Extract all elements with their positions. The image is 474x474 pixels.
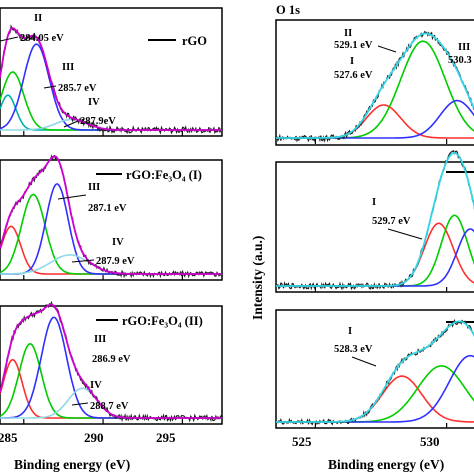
x-tick-label: 285: [0, 430, 18, 445]
peak-value-i: 529.7 eV: [372, 216, 411, 227]
panel-left-bottom: rGO:Fe₃O₄ (II) III 286.9 eV IV 288.7 eV …: [0, 300, 223, 472]
pointer-line: [377, 45, 397, 53]
peak-label-iv: IV: [88, 97, 100, 108]
x-tick-label: 295: [156, 430, 176, 445]
peak-label-iv: IV: [112, 237, 124, 248]
fitted-envelope-curve: [276, 152, 474, 287]
peak-value-iii: 285.7 eV: [58, 83, 97, 94]
panel-frame: [275, 309, 474, 429]
pointer-line: [57, 194, 87, 200]
panel-right-top: O 1s II 529.1 eV I 527.6 eV III 530.3: [275, 3, 474, 146]
fitted-envelope-curve: [276, 32, 474, 139]
peak-label-iii: III: [88, 182, 100, 193]
panel-frame: [275, 161, 474, 293]
peak-label-iv: IV: [90, 380, 102, 391]
component-curve-iii: [276, 228, 474, 287]
fitted-envelope-curve: [0, 303, 222, 419]
peak-label-iii: III: [62, 62, 74, 73]
curve-layer: [0, 300, 223, 424]
fitted-envelope-curve: [276, 320, 474, 423]
curve-layer: [275, 150, 474, 292]
peak-value-i: 527.6 eV: [334, 70, 373, 81]
x-tick-label: 525: [292, 434, 312, 449]
pointer-line: [71, 259, 95, 263]
panel-left-middle: rGO:Fe₃O₄ (I) III 287.1 eV IV 287.9 eV: [0, 154, 223, 281]
component-curve-iii: [276, 99, 474, 139]
fitted-envelope-curve: [0, 27, 222, 131]
x-tick-label: 530: [420, 434, 440, 449]
measured-data-curve: [275, 318, 474, 426]
x-axis-label: Binding energy (eV): [328, 457, 444, 472]
peak-label-ii: II: [34, 13, 42, 24]
panel-frame: [0, 159, 223, 281]
peak-value-i: 528.3 eV: [334, 344, 373, 355]
pointer-line: [0, 36, 19, 42]
panel-left-top: rGO II 284.05 eV III 285.7 eV IV 287.9eV: [0, 7, 223, 137]
component-curve-ii: [276, 365, 474, 423]
component-curve-ii: [276, 40, 474, 139]
panel-frame: [0, 7, 223, 137]
panel-right-middle: I 529.7 eV: [275, 150, 474, 293]
peak-value-ii: 284.05 eV: [20, 33, 64, 44]
pointer-line: [63, 120, 79, 128]
peak-value-iv: 287.9 eV: [96, 256, 135, 267]
panel-right-bottom: I 528.3 eV 525 530 Binding energy (eV): [275, 309, 474, 472]
peak-label-i: I: [350, 56, 354, 67]
panel-frame: [275, 19, 474, 146]
panel-title: O 1s: [276, 3, 300, 17]
legend-label: rGO:Fe₃O₄ (II): [122, 314, 203, 328]
peak-label-ii: II: [344, 28, 352, 39]
panel-frame: [0, 305, 223, 425]
fitted-envelope-curve: [0, 155, 222, 275]
pointer-line: [387, 228, 423, 240]
peak-value-iii: 287.1 eV: [88, 203, 127, 214]
component-curve-i: [276, 375, 474, 423]
peak-value-iv: 288.7 eV: [90, 401, 129, 412]
pointer-line: [71, 402, 89, 406]
peak-label-i: I: [348, 326, 352, 337]
peak-label-iii: III: [94, 334, 106, 345]
peak-value-iii: 530.3: [448, 55, 472, 66]
curve-layer: [275, 318, 474, 428]
legend-label: rGO: [182, 34, 207, 48]
y-axis-label: Intensity (a.u.): [250, 236, 265, 320]
pointer-line: [351, 356, 377, 367]
peak-value-ii: 529.1 eV: [334, 40, 373, 51]
peak-value-iv: 287.9eV: [80, 116, 116, 127]
peak-label-i: I: [372, 197, 376, 208]
curve-layer: [0, 24, 223, 136]
pointer-line: [43, 85, 57, 89]
peak-label-iii: III: [458, 42, 470, 53]
curve-layer: [0, 154, 223, 280]
x-tick-label: 290: [84, 430, 104, 445]
peak-value-iii: 286.9 eV: [92, 354, 131, 365]
legend-label: rGO:Fe₃O₄ (I): [126, 168, 202, 182]
curve-layer: [275, 30, 474, 144]
x-axis-label: Binding energy (eV): [14, 457, 130, 472]
